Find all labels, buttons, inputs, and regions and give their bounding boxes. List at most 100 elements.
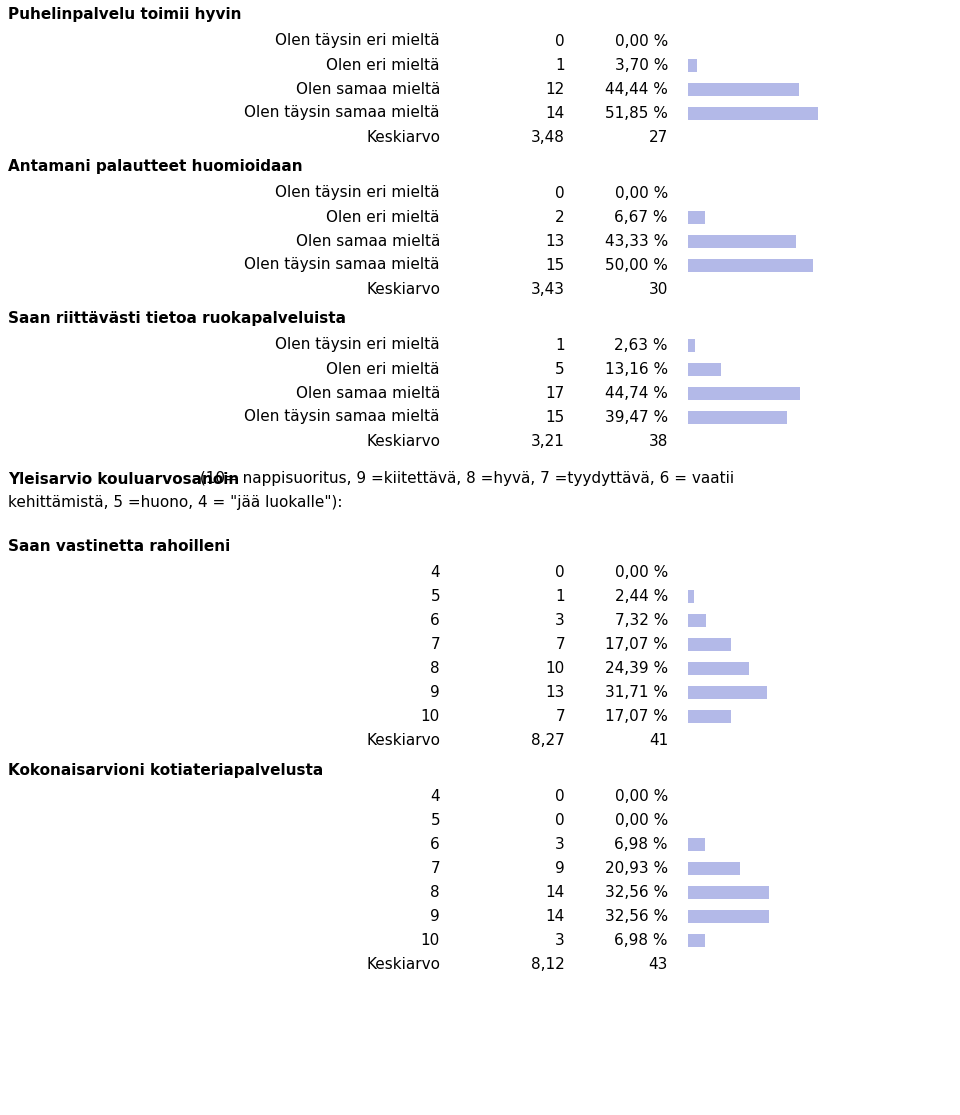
Text: 3,43: 3,43	[531, 281, 565, 297]
Text: 0: 0	[556, 564, 565, 580]
Text: 3: 3	[555, 613, 565, 628]
Text: Olen eri mieltä: Olen eri mieltä	[326, 58, 440, 72]
Bar	[688, 933, 706, 947]
Text: 3,70 %: 3,70 %	[614, 58, 668, 72]
Text: 2,44 %: 2,44 %	[614, 589, 668, 603]
Text: 3: 3	[555, 933, 565, 948]
Bar	[688, 83, 799, 96]
Text: 43,33 %: 43,33 %	[605, 233, 668, 249]
Text: 9: 9	[430, 685, 440, 700]
Bar	[688, 910, 769, 923]
Text: 0,00 %: 0,00 %	[614, 813, 668, 827]
Text: 0,00 %: 0,00 %	[614, 788, 668, 804]
Text: 8: 8	[430, 661, 440, 676]
Text: Antamani palautteet huomioidaan: Antamani palautteet huomioidaan	[8, 159, 302, 175]
Text: 2: 2	[556, 210, 565, 224]
Text: Olen samaa mieltä: Olen samaa mieltä	[296, 81, 440, 97]
Text: Olen täysin eri mieltä: Olen täysin eri mieltä	[276, 338, 440, 352]
Bar	[688, 837, 706, 851]
Text: 1: 1	[556, 589, 565, 603]
Bar	[688, 58, 697, 71]
Bar	[688, 885, 769, 899]
Text: 6: 6	[430, 613, 440, 628]
Text: 0: 0	[556, 185, 565, 201]
Bar	[688, 590, 694, 603]
Bar	[688, 686, 767, 699]
Bar	[688, 710, 731, 723]
Text: Kokonaisarvioni kotiateriapalvelusta: Kokonaisarvioni kotiateriapalvelusta	[8, 763, 324, 777]
Text: 12: 12	[545, 81, 565, 97]
Text: 5: 5	[430, 813, 440, 827]
Text: 17,07 %: 17,07 %	[605, 637, 668, 651]
Text: Puhelinpalvelu toimii hyvin: Puhelinpalvelu toimii hyvin	[8, 8, 242, 22]
Text: 3: 3	[555, 836, 565, 852]
Text: 0: 0	[556, 813, 565, 827]
Text: 15: 15	[545, 258, 565, 272]
Text: Olen täysin samaa mieltä: Olen täysin samaa mieltä	[245, 258, 440, 272]
Text: 38: 38	[649, 434, 668, 448]
Text: Saan riittävästi tietoa ruokapalveluista: Saan riittävästi tietoa ruokapalveluista	[8, 311, 346, 327]
Text: 31,71 %: 31,71 %	[605, 685, 668, 700]
Text: 13,16 %: 13,16 %	[605, 361, 668, 377]
Text: 0: 0	[556, 788, 565, 804]
Text: 10: 10	[545, 661, 565, 676]
Text: 14: 14	[545, 106, 565, 120]
Text: Keskiarvo: Keskiarvo	[366, 129, 440, 145]
Text: 7: 7	[430, 861, 440, 875]
Text: 7: 7	[430, 637, 440, 651]
Text: 6,67 %: 6,67 %	[614, 210, 668, 224]
Bar	[688, 638, 731, 651]
Text: Saan vastinetta rahoilleni: Saan vastinetta rahoilleni	[8, 539, 230, 554]
Text: 8,12: 8,12	[531, 957, 565, 971]
Text: 13: 13	[545, 233, 565, 249]
Text: 41: 41	[649, 733, 668, 748]
Text: 43: 43	[649, 957, 668, 971]
Text: 50,00 %: 50,00 %	[605, 258, 668, 272]
Text: Olen täysin samaa mieltä: Olen täysin samaa mieltä	[245, 106, 440, 120]
Text: 3,21: 3,21	[531, 434, 565, 448]
Text: 0,00 %: 0,00 %	[614, 185, 668, 201]
Text: Olen täysin eri mieltä: Olen täysin eri mieltä	[276, 185, 440, 201]
Text: 4: 4	[430, 788, 440, 804]
Bar	[688, 234, 797, 248]
Text: 51,85 %: 51,85 %	[605, 106, 668, 120]
Text: Yleisarvio kouluarvosanoin: Yleisarvio kouluarvosanoin	[8, 472, 239, 486]
Bar	[688, 339, 695, 351]
Bar	[688, 387, 800, 399]
Text: Olen täysin eri mieltä: Olen täysin eri mieltä	[276, 33, 440, 48]
Text: Keskiarvo: Keskiarvo	[366, 733, 440, 748]
Bar	[688, 661, 749, 675]
Text: 3,48: 3,48	[531, 129, 565, 145]
Text: 17,07 %: 17,07 %	[605, 709, 668, 724]
Text: Olen samaa mieltä: Olen samaa mieltä	[296, 386, 440, 400]
Text: 27: 27	[649, 129, 668, 145]
Text: Olen samaa mieltä: Olen samaa mieltä	[296, 233, 440, 249]
Text: 7: 7	[556, 637, 565, 651]
Text: 7: 7	[556, 709, 565, 724]
Text: 1: 1	[556, 58, 565, 72]
Text: 7,32 %: 7,32 %	[614, 613, 668, 628]
Text: 2,63 %: 2,63 %	[614, 338, 668, 352]
Text: 6: 6	[430, 836, 440, 852]
Text: 8: 8	[430, 884, 440, 900]
Text: 10: 10	[420, 709, 440, 724]
Text: 5: 5	[556, 361, 565, 377]
Text: 0: 0	[556, 33, 565, 48]
Text: 14: 14	[545, 909, 565, 923]
Text: 20,93 %: 20,93 %	[605, 861, 668, 875]
Bar	[688, 862, 740, 874]
Text: 0,00 %: 0,00 %	[614, 33, 668, 48]
Text: Keskiarvo: Keskiarvo	[366, 281, 440, 297]
Text: 39,47 %: 39,47 %	[605, 409, 668, 425]
Text: kehittämistä, 5 =huono, 4 = "jää luokalle"):: kehittämistä, 5 =huono, 4 = "jää luokall…	[8, 495, 343, 511]
Text: 32,56 %: 32,56 %	[605, 884, 668, 900]
Text: 13: 13	[545, 685, 565, 700]
Text: Olen täysin samaa mieltä: Olen täysin samaa mieltä	[245, 409, 440, 425]
Text: 1: 1	[556, 338, 565, 352]
Text: 6,98 %: 6,98 %	[614, 933, 668, 948]
Text: 44,44 %: 44,44 %	[605, 81, 668, 97]
Text: 30: 30	[649, 281, 668, 297]
Text: 8,27: 8,27	[531, 733, 565, 748]
Bar	[688, 362, 721, 376]
Text: Olen eri mieltä: Olen eri mieltä	[326, 210, 440, 224]
